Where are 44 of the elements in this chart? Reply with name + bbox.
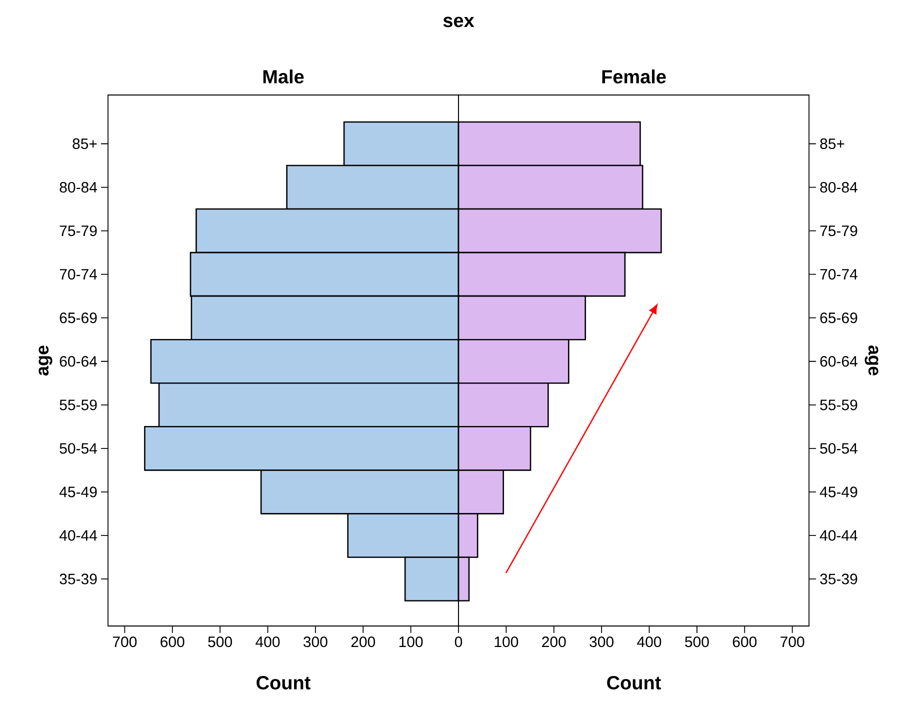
y-tick-label: 75-79	[60, 225, 97, 236]
x-tick-label: 0	[454, 636, 462, 648]
y-tick-label: 55-59	[60, 400, 97, 410]
x-tick-label: 300	[590, 636, 614, 648]
x-tick-label: 700	[112, 636, 137, 648]
x-tick-label: 500	[208, 636, 232, 648]
x-axis-title: Count	[607, 676, 661, 690]
x-tick-label: 100	[399, 636, 423, 648]
y-axis-title: age	[38, 346, 52, 376]
y-tick-label: 60-64	[60, 356, 98, 367]
y-tick-label: 35-39	[60, 574, 97, 584]
x-tick-label: 100	[494, 636, 518, 648]
x-tick-label: 200	[351, 636, 376, 648]
y-tick-label: 75-79	[820, 225, 858, 236]
y-tick-label: 50-54	[820, 443, 858, 454]
x-tick-label: 700	[780, 636, 804, 648]
text: sex	[443, 16, 474, 28]
y-tick-label: 70-74	[820, 269, 858, 280]
y-tick-label: 85+	[820, 138, 844, 150]
y-tick-label: 65-69	[820, 312, 858, 324]
y-tick-label: 80-84	[60, 182, 98, 193]
y-tick-label: 45-49	[820, 486, 858, 498]
y-axis-title: age	[864, 346, 878, 376]
x-axis-title: Count	[256, 676, 310, 690]
x-tick-label: 400	[637, 636, 662, 648]
x-tick-label: 500	[685, 636, 709, 648]
y-tick-label: 60-64	[820, 356, 858, 367]
y-tick-label: 45-49	[59, 486, 97, 498]
y-tick-label: 80-84	[820, 182, 858, 193]
chart-title: Female	[602, 70, 666, 84]
y-tick-label: 55-59	[820, 400, 858, 410]
x-tick-label: 600	[160, 636, 184, 648]
x-tick-label: 600	[732, 636, 757, 648]
y-tick-label: 85+	[72, 138, 97, 150]
chart-title: Male	[263, 70, 304, 84]
x-tick-label: 400	[256, 636, 280, 648]
y-tick-label: 40-44	[820, 530, 858, 541]
x-tick-label: 300	[303, 636, 328, 648]
y-tick-label: 50-54	[60, 443, 98, 454]
y-tick-label: 65-69	[60, 312, 97, 324]
y-tick-label: 35-39	[820, 574, 858, 584]
y-tick-label: 40-44	[59, 530, 98, 541]
y-tick-label: 70-74	[60, 269, 98, 280]
x-tick-label: 200	[542, 636, 566, 648]
